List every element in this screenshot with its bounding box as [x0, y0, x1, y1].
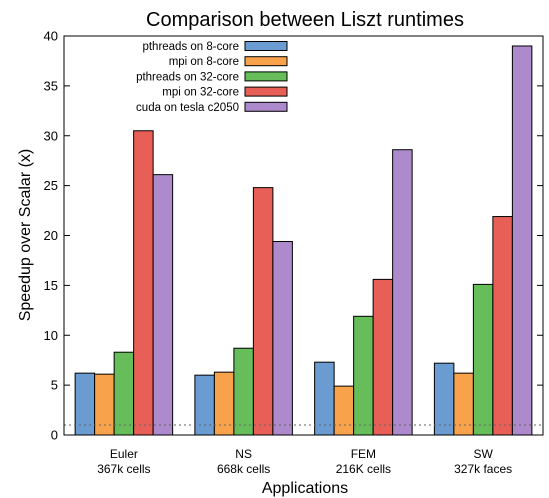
y-tick-label: 5 [51, 378, 58, 393]
y-tick-label: 25 [44, 178, 58, 193]
y-tick-label: 10 [44, 328, 58, 343]
bar [353, 315, 374, 436]
legend-label: mpi on 8-core [169, 56, 239, 68]
bar [233, 347, 254, 436]
x-axis-label: Applications [262, 480, 348, 497]
bar [113, 351, 135, 436]
legend-swatch [244, 41, 288, 51]
x-tick-label: SW [473, 447, 493, 461]
bar [272, 240, 293, 436]
x-tick-label-detail: 367k cells [97, 462, 150, 476]
x-tick-label-detail: 216K cells [336, 462, 391, 476]
y-tick-label: 30 [44, 128, 58, 143]
x-tick-label: NS [235, 447, 252, 461]
y-tick-label: 0 [51, 428, 58, 443]
legend-swatch [244, 71, 288, 82]
x-tick-label-detail: 668k cells [217, 462, 270, 476]
bar [213, 371, 235, 436]
bar [433, 362, 455, 436]
x-tick-label: FEM [351, 447, 376, 461]
bar [453, 372, 474, 436]
x-tick-label: Euler [110, 447, 138, 461]
y-tick-label: 35 [44, 78, 58, 93]
bar [333, 385, 355, 436]
legend-swatch [244, 86, 288, 97]
legend: pthreads on 8-core mpi on 8-core pthreads … [136, 41, 288, 114]
bar [472, 283, 494, 436]
bar [94, 373, 115, 436]
bar [133, 130, 154, 436]
x-tick-label-detail: 327k faces [454, 462, 512, 476]
legend-label: pthreads on 32-core [136, 71, 239, 83]
bar [252, 187, 274, 436]
y-axis-label: Speedup over Scalar (x) [17, 149, 34, 322]
y-tick-label: 20 [44, 228, 58, 243]
legend-swatch [244, 101, 288, 112]
axes-layer: 0 5 10 15 20 25 30 35 40 [44, 29, 544, 443]
legend-swatch [244, 56, 288, 67]
bar [152, 174, 174, 436]
bar [194, 374, 215, 436]
y-tick-label: 40 [44, 29, 58, 44]
bar [372, 278, 394, 436]
chart-title: Comparison between Liszt runtimes [146, 9, 464, 31]
legend-label: mpi on 32-core [162, 87, 239, 99]
bar [392, 149, 413, 436]
bar [74, 372, 96, 436]
bar [511, 45, 533, 436]
bar [314, 361, 335, 436]
legend-label: cuda on tesla c2050 [136, 102, 239, 114]
legend-label: pthreads on 8-core [142, 41, 239, 53]
y-tick-label: 15 [44, 278, 58, 293]
bar [492, 216, 513, 436]
